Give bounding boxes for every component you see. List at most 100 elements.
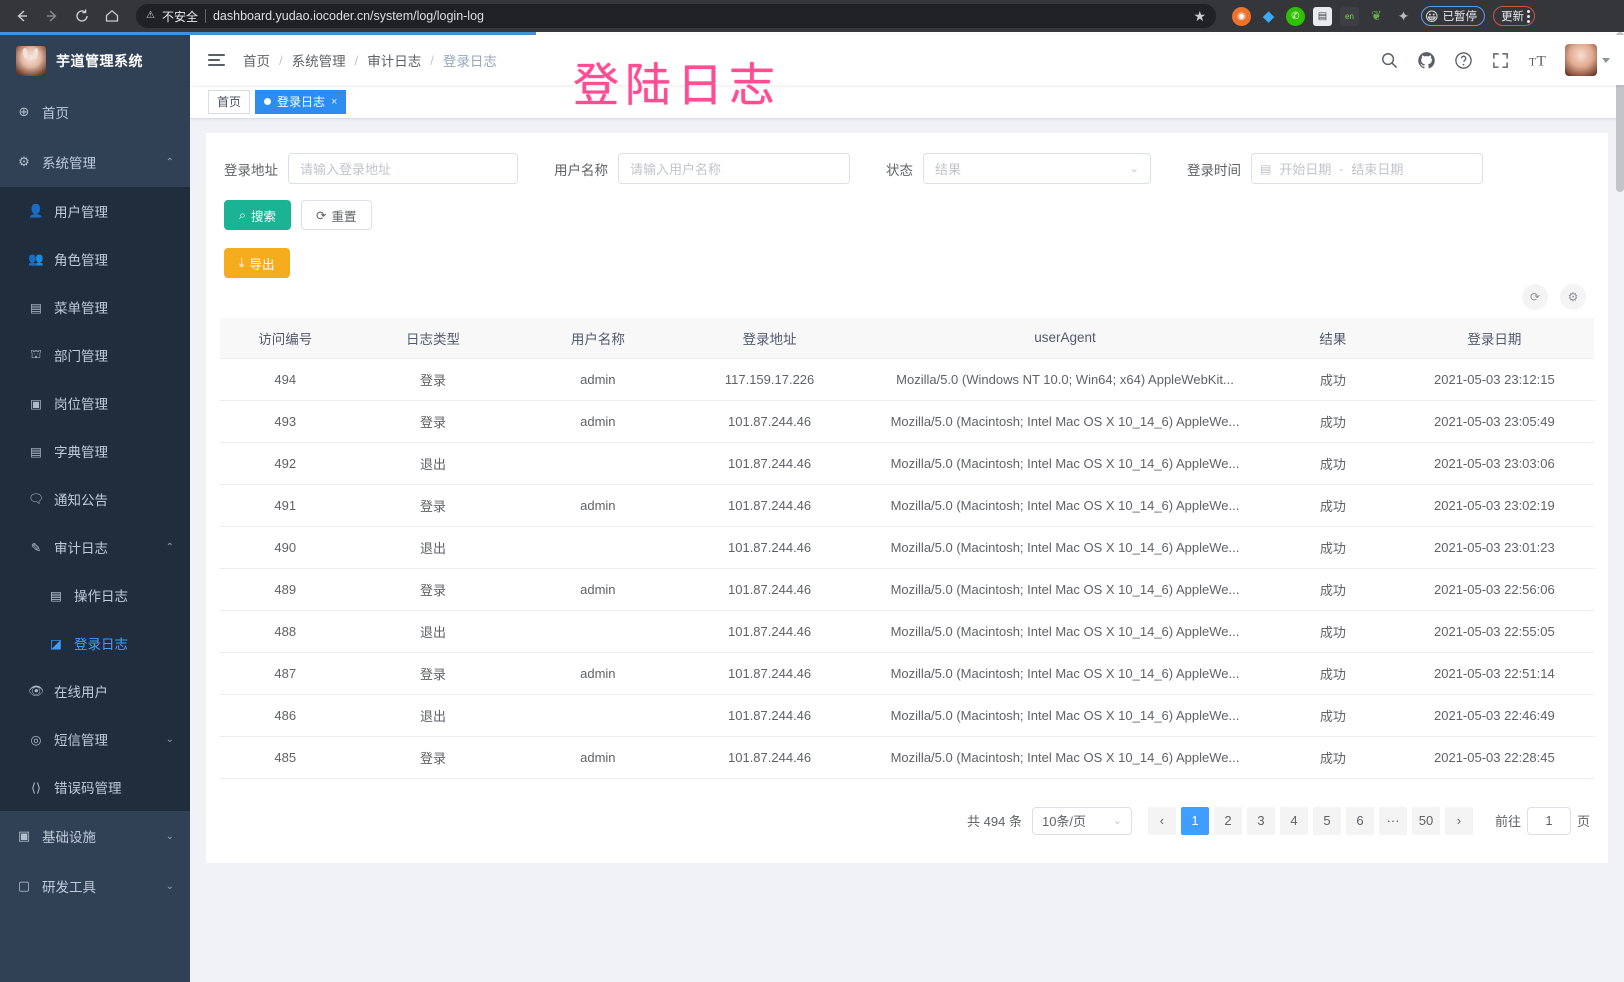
next-page-button[interactable]: › <box>1444 806 1473 835</box>
sidebar-item-dictionary-mgmt[interactable]: ▤ 字典管理 <box>0 427 190 475</box>
page-size-select[interactable]: 10条/页 ⌄ <box>1031 806 1132 835</box>
sidebar-item-error-code-mgmt[interactable]: ⟨⟩ 错误码管理 <box>0 763 190 811</box>
breadcrumb-item-home[interactable]: 首页 <box>243 54 270 69</box>
login-address-input[interactable]: 请输入登录地址 <box>288 153 518 184</box>
table-row[interactable]: 487 登录 admin 101.87.244.46 Mozilla/5.0 (Maci… <box>220 652 1594 695</box>
paused-label: 已暂停 <box>1442 11 1478 23</box>
button-label: 重置 <box>331 209 357 224</box>
address-bar[interactable]: ⚠ 不安全 dashboard.yudao.iocoder.cn/system/… <box>136 4 1216 28</box>
puzzle-extension-icon[interactable]: ✦ <box>1397 7 1410 24</box>
help-icon[interactable] <box>1454 51 1473 70</box>
bookmark-star-icon[interactable]: ★ <box>1193 7 1206 24</box>
breadcrumb-item-audit[interactable]: 审计日志 <box>367 54 422 69</box>
refresh-table-icon[interactable]: ⟳ <box>1522 284 1548 310</box>
tab-login-log[interactable]: 登录日志 × <box>255 89 347 114</box>
table-row[interactable]: 489 登录 admin 101.87.244.46 Mozilla/5.0 (Maci… <box>220 568 1594 611</box>
cell-login-addr: 117.159.17.226 <box>680 358 859 401</box>
username-input[interactable]: 请输入用户名称 <box>618 153 850 184</box>
notes-extension-icon[interactable]: ▤ <box>1313 6 1332 26</box>
sidebar-item-audit-log[interactable]: ✎ 审计日志 ⌃ <box>0 523 190 571</box>
sidebar-item-notice[interactable]: 🗨 通知公告 <box>0 475 190 523</box>
page-button-1[interactable]: 1 <box>1180 806 1209 835</box>
sidebar-item-role-mgmt[interactable]: 👥 角色管理 <box>0 235 190 283</box>
reload-icon[interactable] <box>68 2 96 30</box>
col-result: 结果 <box>1271 318 1395 359</box>
paused-status-badge[interactable]: 😀 已暂停 <box>1421 6 1486 26</box>
sidebar-item-menu-mgmt[interactable]: ▤ 菜单管理 <box>0 283 190 331</box>
github-icon[interactable] <box>1417 51 1436 70</box>
page-button-2[interactable]: 2 <box>1213 806 1242 835</box>
wechat-extension-icon[interactable]: ✆ <box>1286 6 1305 26</box>
tab-home[interactable]: 首页 <box>208 89 251 114</box>
column-settings-icon[interactable]: ⚙ <box>1560 284 1586 310</box>
table-row[interactable]: 492 退出 101.87.244.46 Mozilla/5.0 (Macintosh… <box>220 442 1594 485</box>
page-button-4[interactable]: 4 <box>1279 806 1308 835</box>
table-row[interactable]: 490 退出 101.87.244.46 Mozilla/5.0 (Macintosh… <box>220 526 1594 569</box>
table-row[interactable]: 493 登录 admin 101.87.244.46 Mozilla/5.0 (Maci… <box>220 400 1594 443</box>
sidebar-item-department-mgmt[interactable]: ⛫ 部门管理 <box>0 331 190 379</box>
cell-login-addr: 101.87.244.46 <box>680 484 859 527</box>
user-menu[interactable] <box>1565 44 1610 76</box>
close-icon[interactable]: × <box>331 95 338 108</box>
breadcrumb-separator: / <box>354 52 359 68</box>
sidebar-item-post-mgmt[interactable]: ▣ 岗位管理 <box>0 379 190 427</box>
table-row[interactable]: 485 登录 admin 101.87.244.46 Mozilla/5.0 (Maci… <box>220 736 1594 779</box>
chrome-menu-icon[interactable] <box>1527 9 1531 23</box>
page-ellipsis[interactable]: ··· <box>1378 806 1407 835</box>
chevron-down-icon: ⌄ <box>165 830 174 842</box>
cell-login-addr: 101.87.244.46 <box>680 400 859 443</box>
sidebar-brand[interactable]: 芋道管理系统 <box>0 35 190 87</box>
export-button[interactable]: ⤓ 导出 <box>224 248 290 278</box>
sidebar-item-sms-mgmt[interactable]: ◎ 短信管理 ⌄ <box>0 715 190 763</box>
page-jump-input[interactable]: 1 <box>1526 806 1571 835</box>
sidebar-item-dev-tools[interactable]: ▢ 研发工具 ⌄ <box>0 861 190 911</box>
chevron-up-icon: ⌃ <box>165 541 174 553</box>
sidebar-menu: ⊕ 首页 ⚙ 系统管理 ⌃ <box>0 87 190 187</box>
status-select[interactable]: 结果 ⌄ <box>923 153 1151 184</box>
translate-extension-icon[interactable]: en <box>1340 6 1359 26</box>
diamond-extension-icon[interactable]: ◆ <box>1262 8 1275 25</box>
table-row[interactable]: 494 登录 admin 117.159.17.226 Mozilla/5.0 (Win… <box>220 358 1594 401</box>
page-button-5[interactable]: 5 <box>1312 806 1341 835</box>
back-arrow-icon[interactable] <box>8 2 36 30</box>
page-scrollbar[interactable] <box>1616 32 1624 192</box>
svg-text:T: T <box>1537 52 1547 69</box>
page-button-6[interactable]: 6 <box>1345 806 1374 835</box>
sidebar-item-infrastructure[interactable]: ▣ 基础设施 ⌄ <box>0 811 190 861</box>
hamburger-icon[interactable] <box>208 54 225 66</box>
firefox-extension-icon[interactable]: ◉ <box>1232 6 1251 26</box>
update-button[interactable]: 更新 <box>1493 6 1536 26</box>
search-icon[interactable] <box>1380 51 1399 70</box>
online-user-icon: 👁 <box>28 683 44 698</box>
table-row[interactable]: 491 登录 admin 101.87.244.46 Mozilla/5.0 (Maci… <box>220 484 1594 527</box>
table-row[interactable]: 488 退出 101.87.244.46 Mozilla/5.0 (Macintosh… <box>220 610 1594 653</box>
home-icon[interactable] <box>98 2 126 30</box>
forward-arrow-icon[interactable] <box>38 2 66 30</box>
page-jumper: 前往 1 页 <box>1495 806 1590 835</box>
url-text: dashboard.yudao.iocoder.cn/system/log/lo… <box>212 9 484 23</box>
insecure-warning-icon: ⚠ <box>146 10 155 21</box>
page-button-50[interactable]: 50 <box>1411 806 1440 835</box>
sidebar-item-user-mgmt[interactable]: 👤 用户管理 <box>0 187 190 235</box>
reset-button[interactable]: ⟳ 重置 <box>301 200 372 230</box>
page-button-3[interactable]: 3 <box>1246 806 1275 835</box>
table-head: 访问编号 日志类型 用户名称 登录地址 userAgent 结果 登录日期 <box>220 318 1594 359</box>
prev-page-button[interactable]: ‹ <box>1147 806 1176 835</box>
cell-access-id: 488 <box>220 610 351 653</box>
sidebar-item-system[interactable]: ⚙ 系统管理 ⌃ <box>0 137 190 187</box>
leaf-extension-icon[interactable]: ❦ <box>1371 8 1382 23</box>
audit-log-icon: ✎ <box>30 540 42 555</box>
input-placeholder: 请输入登录地址 <box>300 162 392 177</box>
table-row[interactable]: 486 退出 101.87.244.46 Mozilla/5.0 (Macintosh… <box>220 694 1594 737</box>
sidebar-item-online-user[interactable]: 👁 在线用户 <box>0 667 190 715</box>
sidebar-item-home[interactable]: ⊕ 首页 <box>0 87 190 137</box>
sidebar-item-login-log[interactable]: ◪ 登录日志 <box>0 619 190 667</box>
search-button[interactable]: ⌕ 搜索 <box>224 200 292 230</box>
breadcrumb-item-system[interactable]: 系统管理 <box>291 54 346 69</box>
sidebar-item-operation-log[interactable]: ▤ 操作日志 <box>0 571 190 619</box>
infrastructure-icon: ▣ <box>17 828 31 843</box>
cell-user-agent: Mozilla/5.0 (Macintosh; Intel Mac OS X 1… <box>858 652 1272 695</box>
login-time-daterange[interactable]: ▤ 开始日期 - 结束日期 <box>1251 153 1483 184</box>
fullscreen-icon[interactable] <box>1491 51 1510 70</box>
